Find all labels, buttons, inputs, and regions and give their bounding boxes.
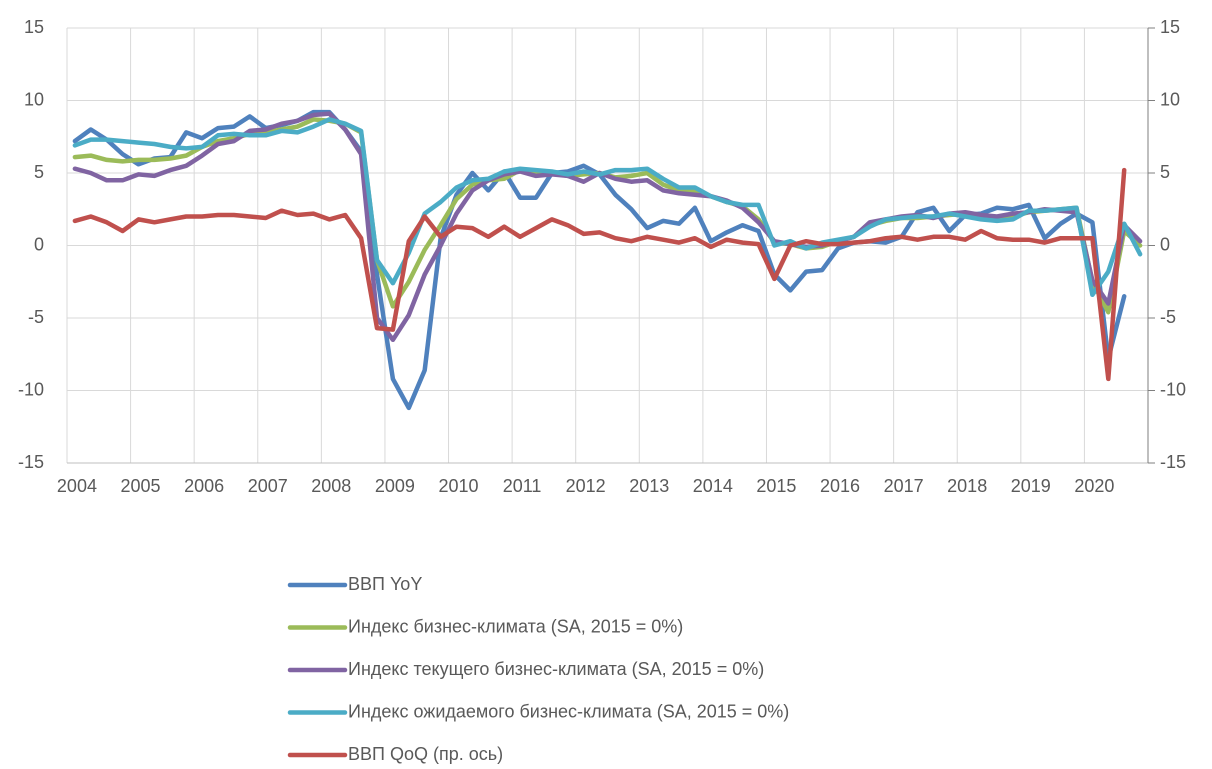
x-tick-label: 2017 — [884, 476, 924, 496]
x-tick-label: 2012 — [566, 476, 606, 496]
y-tick-label: 10 — [24, 89, 44, 109]
legend-label: ВВП QoQ (пр. ось) — [348, 744, 503, 764]
x-tick-label: 2018 — [947, 476, 987, 496]
legend-label: ВВП YoY — [348, 574, 422, 594]
series-line — [72, 117, 1143, 298]
x-tick-label: 2014 — [693, 476, 733, 496]
series-line — [72, 167, 1127, 382]
x-tick-label: 2010 — [438, 476, 478, 496]
y2-tick-label: 5 — [1160, 162, 1170, 182]
x-tick-label: 2008 — [311, 476, 351, 496]
series-line — [72, 111, 1143, 343]
x-tick-label: 2013 — [629, 476, 669, 496]
y-tick-label: -15 — [18, 452, 44, 472]
y2-tick-label: -15 — [1160, 452, 1186, 472]
y-tick-label: -5 — [28, 307, 44, 327]
legend-label: Индекс ожидаемого бизнес-климата (SA, 20… — [348, 701, 789, 721]
y-tick-label: 0 — [34, 234, 44, 254]
y2-tick-label: 15 — [1160, 17, 1180, 37]
x-tick-label: 2009 — [375, 476, 415, 496]
x-tick-label: 2007 — [248, 476, 288, 496]
x-tick-label: 2004 — [57, 476, 97, 496]
y-tick-label: 5 — [34, 162, 44, 182]
legend-label: Индекс текущего бизнес-климата (SA, 2015… — [348, 659, 764, 679]
y2-tick-label: -10 — [1160, 379, 1186, 399]
x-tick-label: 2016 — [820, 476, 860, 496]
x-tick-label: 2015 — [756, 476, 796, 496]
y-tick-label: -10 — [18, 379, 44, 399]
y2-tick-label: 0 — [1160, 234, 1170, 254]
x-tick-label: 2020 — [1074, 476, 1114, 496]
x-tick-label: 2006 — [184, 476, 224, 496]
x-tick-label: 2019 — [1011, 476, 1051, 496]
y2-tick-label: -5 — [1160, 307, 1176, 327]
x-tick-label: 2005 — [121, 476, 161, 496]
x-tick-label: 2011 — [503, 476, 542, 496]
y-tick-label: 15 — [24, 17, 44, 37]
y2-tick-label: 10 — [1160, 89, 1180, 109]
legend-label: Индекс бизнес-климата (SA, 2015 = 0%) — [348, 616, 683, 636]
series-line — [72, 109, 1127, 411]
